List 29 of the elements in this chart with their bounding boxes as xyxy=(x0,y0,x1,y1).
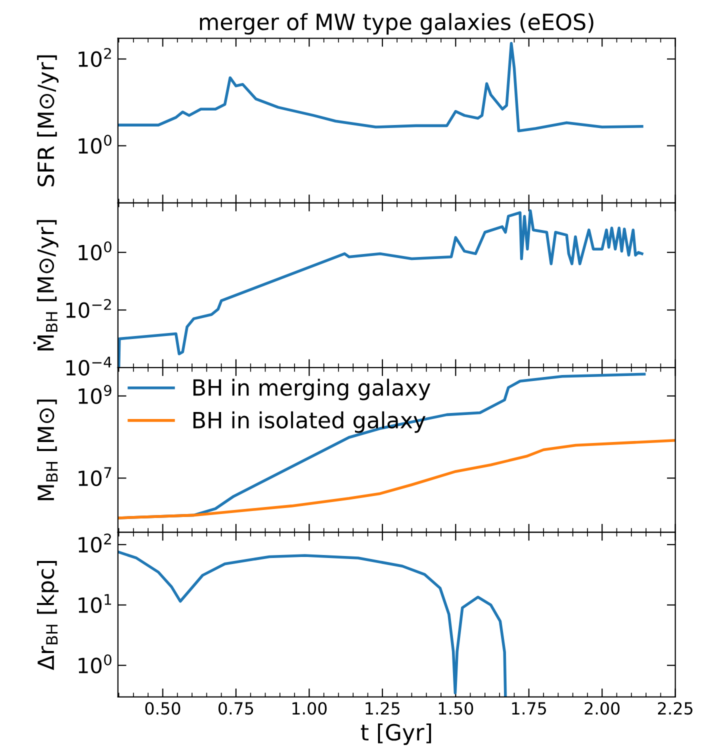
x-axis-title: t [Gyr] xyxy=(360,723,432,745)
x-tick-label: 1.75 xyxy=(512,702,546,715)
y-tick-label: 10$^{9}$ xyxy=(78,384,112,404)
y-axis-title: SFR [M⊙/yr] xyxy=(37,55,59,186)
x-tick-label: 1.00 xyxy=(292,702,327,715)
line-series xyxy=(118,209,644,368)
x-tick-label: 0.75 xyxy=(218,702,254,715)
y-tick-label: 10$^{−4}$ xyxy=(66,356,112,376)
y-tick-label: 10$^{0}$ xyxy=(78,654,112,674)
x-tick-label: 2.25 xyxy=(658,702,692,715)
line-series xyxy=(118,438,676,520)
y-axis-title: Δr$_{BH}$ [kpc] xyxy=(37,561,59,670)
y-tick-label: 10$^{0}$ xyxy=(78,241,112,260)
y-axis-title: M$_{BH}$ [M⊙] xyxy=(37,400,58,500)
y-tick-label: 10$^{2}$ xyxy=(78,534,111,553)
x-tick-label: 1.25 xyxy=(366,702,400,715)
y-tick-label: 10$^{2}$ xyxy=(78,48,111,68)
line-series xyxy=(118,42,644,132)
y-tick-label: 10$^{−2}$ xyxy=(66,298,111,318)
y-tick-label: 10$^{0}$ xyxy=(78,134,112,154)
x-tick-label: 1.50 xyxy=(438,702,474,715)
x-tick-label: 2.00 xyxy=(584,702,620,715)
legend-label: BH in merging galaxy xyxy=(193,378,430,400)
x-tick-label: 0.50 xyxy=(145,702,180,715)
y-tick-label: 10$^{7}$ xyxy=(78,467,112,486)
chart-title: merger of MW type galaxies (eEOS) xyxy=(200,13,594,35)
y-axis-title: Ṁ$_{BH}$ [M⊙/yr] xyxy=(33,220,58,350)
line-series xyxy=(118,550,507,697)
y-tick-label: 10$^{1}$ xyxy=(78,594,112,614)
